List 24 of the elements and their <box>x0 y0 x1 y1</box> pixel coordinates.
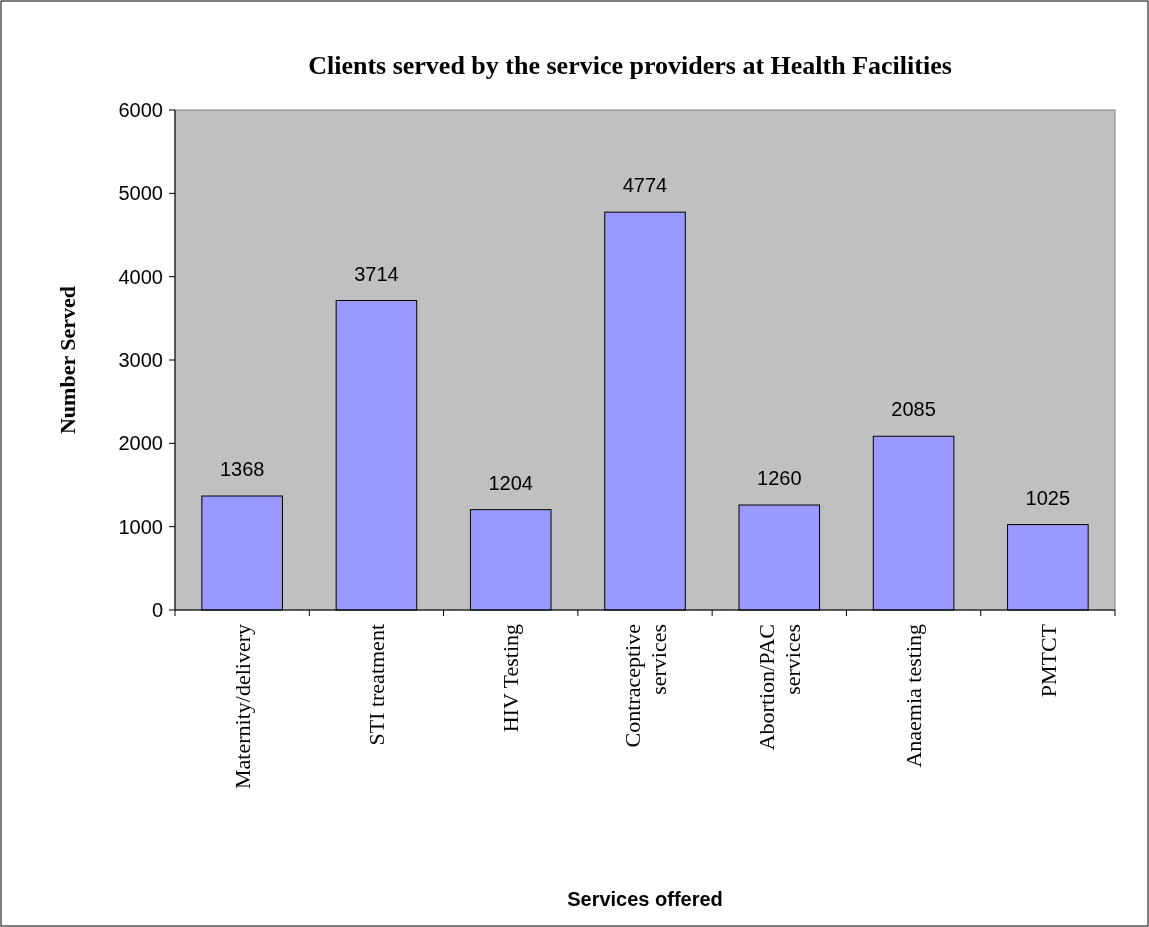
y-axis-title: Number Served <box>55 285 80 435</box>
data-label: 4774 <box>622 174 668 197</box>
y-tick-label: 6000 <box>118 99 163 121</box>
y-tick-label: 1000 <box>118 515 163 538</box>
y-tick-label: 0 <box>151 599 163 621</box>
x-tick-label: Maternity/delivery <box>229 624 255 789</box>
x-tick-label: PMTCT <box>1035 623 1061 698</box>
x-tick-label: STI treatment <box>364 624 390 746</box>
y-tick-label: 3000 <box>118 349 163 371</box>
data-label: 3714 <box>354 262 399 285</box>
data-label: 1260 <box>757 467 802 489</box>
y-tick-label: 2000 <box>118 432 163 455</box>
x-tick-label: Anaemia testing <box>901 624 927 768</box>
x-tick-label: HIV Testing <box>498 624 524 733</box>
data-label: 1025 <box>1025 486 1071 509</box>
y-tick-label: 5000 <box>118 182 163 205</box>
data-label: 1368 <box>219 458 265 480</box>
data-label: 1204 <box>488 471 533 494</box>
x-tick-label: Abortion/PAC services <box>753 624 805 751</box>
x-tick-label: Contraceptive services <box>619 624 671 748</box>
data-label: 2085 <box>891 398 936 421</box>
y-tick-label: 4000 <box>118 265 163 288</box>
chart-title: Clients served by the service providers at Health Facilities <box>308 51 952 80</box>
x-axis-title: Services offered <box>567 888 723 910</box>
